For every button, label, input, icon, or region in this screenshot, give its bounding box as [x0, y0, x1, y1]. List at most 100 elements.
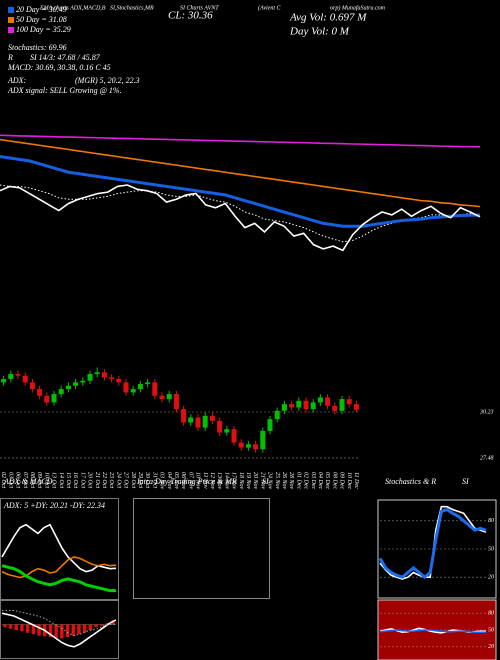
candle-body: [130, 389, 136, 393]
series-line: [1, 564, 116, 593]
x-tick-label: 15 Oct: [65, 472, 71, 488]
x-tick-label: 04 Dec: [317, 472, 324, 489]
legend-swatch: [8, 17, 14, 23]
x-tick-label: 18 Nov: [238, 472, 244, 490]
x-tick-label: 17 Nov: [231, 472, 237, 490]
candle-body: [209, 415, 215, 421]
candle-body: [346, 399, 352, 405]
histogram-bar: [65, 624, 70, 637]
panel-title: Stochastics & R: [385, 477, 436, 486]
header-text: SI Charts AVNT: [180, 5, 219, 11]
candle-body: [94, 372, 100, 375]
x-tick-label: 10 Dec: [346, 472, 352, 489]
candle-body: [238, 442, 244, 448]
histogram-bar: [54, 624, 58, 638]
x-tick-label: 29 Oct: [137, 472, 143, 488]
x-tick-label: 01 Dec: [295, 472, 301, 489]
x-tick-label: 21 Nov: [259, 472, 265, 490]
x-tick-label: 24 Nov: [267, 472, 274, 490]
x-tick-label: 05 Nov: [173, 472, 179, 490]
x-tick-label: 30 Oct: [144, 471, 150, 488]
x-tick-label: 08 Dec: [331, 472, 337, 489]
series-line: [0, 184, 481, 252]
candle-body: [51, 394, 57, 403]
histogram-bar: [71, 624, 75, 636]
panel-title: SI: [462, 477, 469, 486]
histogram-bar: [14, 624, 18, 630]
day-volume: Day Vol: 0 M: [289, 26, 350, 38]
candle-body: [58, 389, 64, 395]
candle-body: [289, 404, 295, 408]
intraday-frame: [133, 498, 270, 599]
y-tick-label: 50: [488, 546, 494, 552]
histogram-bar: [88, 624, 93, 630]
x-tick-label: 10 Oct: [43, 472, 49, 488]
candle-body: [274, 410, 280, 420]
y-tick-label: 30.23: [479, 409, 494, 415]
x-tick-label: 13 Oct: [51, 472, 57, 488]
candle-body: [137, 384, 143, 390]
x-tick-label: 03 Dec: [310, 472, 316, 489]
series-line: [378, 507, 487, 580]
candle-body: [260, 430, 266, 450]
series-line: [379, 629, 487, 634]
candle-body: [217, 420, 223, 433]
x-tick-label: 05 Dec: [324, 472, 330, 489]
y-tick-label: 80: [488, 611, 494, 617]
y-tick-label: 80: [488, 518, 494, 524]
candle-body: [37, 389, 43, 396]
x-tick-label: 04 Nov: [166, 472, 173, 490]
header: EMA charts ADX,MACD,B SI,Stochastics,MR …: [7, 4, 386, 94]
x-tick-label: 14 Oct: [58, 472, 65, 488]
histogram-bar: [37, 624, 41, 636]
x-tick-label: 06 Oct: [15, 472, 21, 488]
histogram-bar: [82, 624, 87, 633]
series-line: [2, 609, 116, 637]
adx-frame: [0, 498, 119, 600]
x-tick-label: 21 Oct: [94, 472, 100, 488]
series-line: [1, 523, 117, 573]
x-tick-label: 06 Nov: [180, 472, 186, 490]
x-tick-label: 07 Oct: [22, 472, 28, 488]
candle-body: [202, 415, 208, 428]
x-tick-label: 14 Nov: [223, 472, 230, 490]
series-line: [0, 184, 481, 243]
x-tick-label: 31 Oct: [151, 471, 157, 488]
x-tick-label: 10 Nov: [195, 472, 201, 490]
legend-swatch: [8, 7, 14, 13]
candle-body: [195, 417, 201, 428]
histogram-bar: [105, 623, 110, 625]
panel-titles: ADX & MACD Intra Day Trading Price & MR …: [3, 477, 469, 486]
candle-body: [353, 404, 359, 410]
histogram-bar: [20, 624, 24, 632]
candle-body: [1, 379, 7, 383]
candle-body: [159, 395, 165, 400]
candle-body: [296, 400, 302, 408]
y-tick-label: 50: [488, 627, 494, 633]
candle-body: [310, 402, 316, 410]
macd-frame: [0, 600, 119, 659]
candle-body: [109, 377, 115, 380]
x-tick-label: 02 Oct: [0, 472, 6, 488]
candle-body: [325, 397, 331, 406]
legend-label: 100 Day = 35.29: [16, 25, 71, 34]
candle-body: [181, 409, 187, 423]
close-label: CL: 30.36: [168, 10, 213, 22]
candle-body: [22, 375, 28, 383]
x-tick-label: 22 Oct: [101, 472, 107, 488]
x-tick-label: 27 Oct: [123, 472, 129, 488]
x-tick-label: 23 Oct: [108, 472, 114, 488]
series-line: [1, 556, 117, 579]
panel-title: SI: [262, 477, 269, 486]
candle-body: [80, 380, 86, 383]
candle-body: [339, 399, 345, 411]
candle-body: [87, 374, 93, 381]
candle-body: [73, 382, 79, 386]
histogram-bar: [48, 624, 53, 637]
candle-body: [245, 444, 251, 448]
candle-body: [231, 429, 237, 443]
histogram-bar: [100, 624, 104, 626]
candle-body: [29, 382, 35, 390]
x-tick-label: 11 Nov: [202, 472, 208, 489]
candle-body: [166, 394, 172, 400]
